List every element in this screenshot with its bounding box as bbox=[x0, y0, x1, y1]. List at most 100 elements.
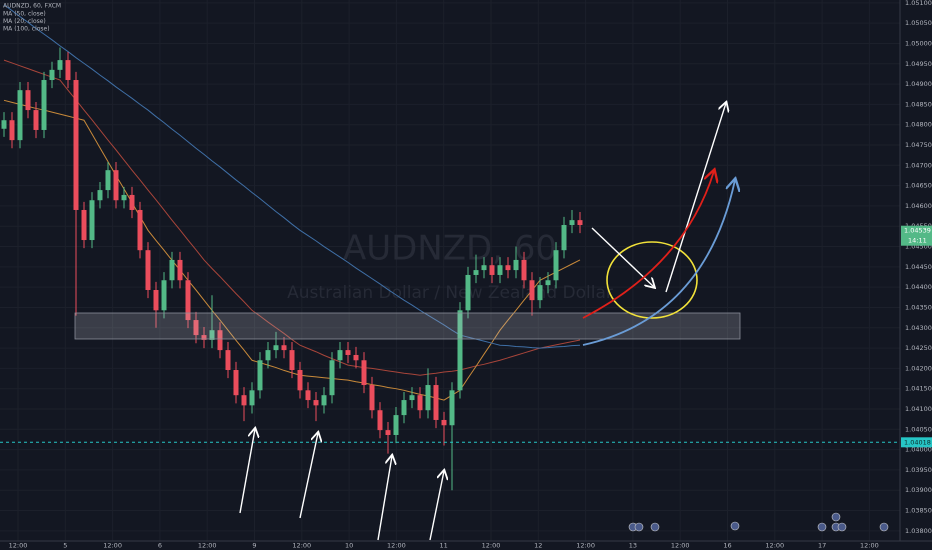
event-icons bbox=[628, 512, 889, 532]
candle-body bbox=[233, 370, 239, 396]
x-tick-label: 12:00 bbox=[103, 542, 122, 550]
candle-body bbox=[513, 259, 519, 271]
candle-body bbox=[305, 390, 311, 401]
candle-body bbox=[537, 285, 543, 301]
support-zone bbox=[74, 312, 741, 340]
candle-body bbox=[161, 280, 167, 311]
candle-body bbox=[217, 330, 223, 351]
candle-body bbox=[145, 250, 151, 290]
arrow bbox=[377, 456, 392, 541]
hline-label: 1.04018 bbox=[904, 438, 931, 446]
x-tick-label: 12:00 bbox=[671, 542, 690, 550]
candle-body bbox=[153, 289, 159, 311]
candle-body bbox=[89, 200, 95, 241]
watermark: AUDNZD, 60 bbox=[343, 229, 557, 269]
projection-curve bbox=[582, 180, 735, 346]
y-tick-label: 1.03950 bbox=[905, 466, 932, 474]
candle-body bbox=[377, 410, 383, 431]
candle-body bbox=[169, 259, 175, 281]
candle-body bbox=[545, 280, 551, 286]
hline-label-box bbox=[901, 437, 932, 448]
candle-body bbox=[425, 385, 431, 411]
y-tick-label: 1.04400 bbox=[905, 283, 932, 291]
candle-body bbox=[441, 419, 447, 426]
candle-body bbox=[345, 350, 351, 355]
x-tick-label: 12:00 bbox=[576, 542, 595, 550]
legend-entry: MA (20, close) bbox=[3, 18, 46, 25]
candle-body bbox=[25, 90, 31, 111]
candle-body bbox=[337, 350, 343, 361]
candle-body bbox=[577, 220, 583, 226]
candle-body bbox=[553, 250, 559, 281]
candle-body bbox=[417, 395, 423, 411]
candle-body bbox=[505, 265, 511, 271]
candle-body bbox=[289, 350, 295, 371]
candle-body bbox=[73, 80, 79, 210]
candle-body bbox=[489, 265, 495, 275]
x-tick-label: 12:00 bbox=[198, 542, 217, 550]
y-tick-label: 1.05100 bbox=[905, 0, 932, 7]
y-tick-label: 1.03850 bbox=[905, 507, 932, 515]
candle-body bbox=[369, 385, 375, 411]
y-tick-label: 1.05050 bbox=[905, 19, 932, 27]
plot bbox=[0, 4, 900, 491]
candle-body bbox=[433, 385, 439, 420]
candle-body bbox=[465, 274, 471, 311]
x-tick-label: 13 bbox=[629, 542, 637, 550]
candle-body bbox=[97, 190, 103, 201]
candle-body bbox=[185, 280, 191, 321]
candle-body bbox=[569, 220, 575, 226]
candle-body bbox=[225, 350, 231, 371]
candle-body bbox=[321, 395, 327, 406]
y-tick-label: 1.04500 bbox=[905, 243, 932, 251]
projection-curve bbox=[582, 171, 714, 319]
x-tick-label: 12:00 bbox=[765, 542, 784, 550]
moving-average bbox=[3, 4, 581, 349]
y-tick-label: 1.04850 bbox=[905, 100, 932, 108]
y-tick-label: 1.04200 bbox=[905, 364, 932, 372]
candle-body bbox=[313, 400, 319, 406]
candle-body bbox=[201, 335, 207, 340]
candle-body bbox=[521, 259, 527, 281]
price-axis bbox=[900, 0, 932, 550]
x-tick-label: 10 bbox=[345, 542, 353, 550]
candle-body bbox=[249, 390, 255, 406]
axis-labels: 1.038001.038501.039001.039501.040001.040… bbox=[3, 0, 932, 550]
candle-body bbox=[385, 430, 391, 435]
candle-body bbox=[1, 120, 7, 129]
candle-body bbox=[193, 320, 199, 336]
y-tick-label: 1.04650 bbox=[905, 182, 932, 190]
x-tick-label: 12:00 bbox=[860, 542, 879, 550]
candle-body bbox=[209, 330, 215, 340]
arrow bbox=[239, 429, 255, 514]
candle-body bbox=[497, 265, 503, 275]
candle-body bbox=[409, 395, 415, 401]
candle-body bbox=[177, 259, 183, 281]
x-tick-label: 12:00 bbox=[387, 542, 406, 550]
y-tick-label: 1.04600 bbox=[905, 202, 932, 210]
candle-body bbox=[561, 225, 567, 251]
candle-body bbox=[33, 110, 39, 130]
candle-body bbox=[121, 194, 127, 201]
candle-body bbox=[401, 400, 407, 416]
candle-body bbox=[137, 209, 143, 251]
x-tick-label: 9 bbox=[252, 542, 256, 550]
arrow bbox=[429, 471, 444, 541]
x-tick-label: 5 bbox=[63, 542, 67, 550]
x-tick-label: 12 bbox=[534, 542, 542, 550]
candle-body bbox=[481, 265, 487, 271]
candle-body bbox=[57, 60, 63, 70]
highlight-ellipse bbox=[606, 241, 698, 319]
y-tick-label: 1.03900 bbox=[905, 486, 932, 494]
last-price-box bbox=[901, 225, 932, 246]
candle-body bbox=[113, 170, 119, 201]
candle-body bbox=[281, 345, 287, 351]
y-tick-label: 1.04100 bbox=[905, 405, 932, 413]
x-tick-label: 12:00 bbox=[292, 542, 311, 550]
y-tick-label: 1.04350 bbox=[905, 303, 932, 311]
legend-entry: MA (50, close) bbox=[3, 11, 46, 18]
candle-body bbox=[273, 345, 279, 351]
last-price-label: 1.04539 bbox=[904, 227, 931, 235]
countdown-label: 14:11 bbox=[908, 237, 927, 245]
candle-body bbox=[361, 360, 367, 386]
